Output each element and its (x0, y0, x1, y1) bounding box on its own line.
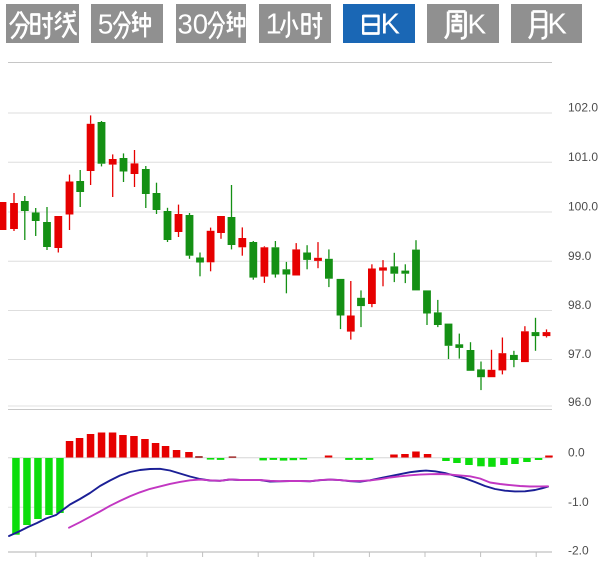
svg-text:5: 5 (98, 8, 114, 39)
svg-text:-2.0: -2.0 (568, 543, 589, 557)
svg-text:K: K (548, 8, 567, 40)
svg-text:98.0: 98.0 (568, 298, 592, 312)
svg-text:-1.0: -1.0 (568, 495, 589, 509)
svg-text:K: K (381, 8, 400, 40)
svg-text:96.0: 96.0 (568, 395, 592, 409)
svg-text:30: 30 (177, 8, 208, 39)
svg-text:101.0: 101.0 (568, 150, 598, 164)
svg-text:99.0: 99.0 (568, 249, 592, 263)
svg-text:97.0: 97.0 (568, 347, 592, 361)
svg-text:102.0: 102.0 (568, 101, 598, 115)
svg-text:100.0: 100.0 (568, 200, 598, 214)
svg-text:K: K (468, 8, 487, 39)
svg-text:1: 1 (265, 8, 281, 40)
svg-text:0.0: 0.0 (568, 446, 585, 460)
